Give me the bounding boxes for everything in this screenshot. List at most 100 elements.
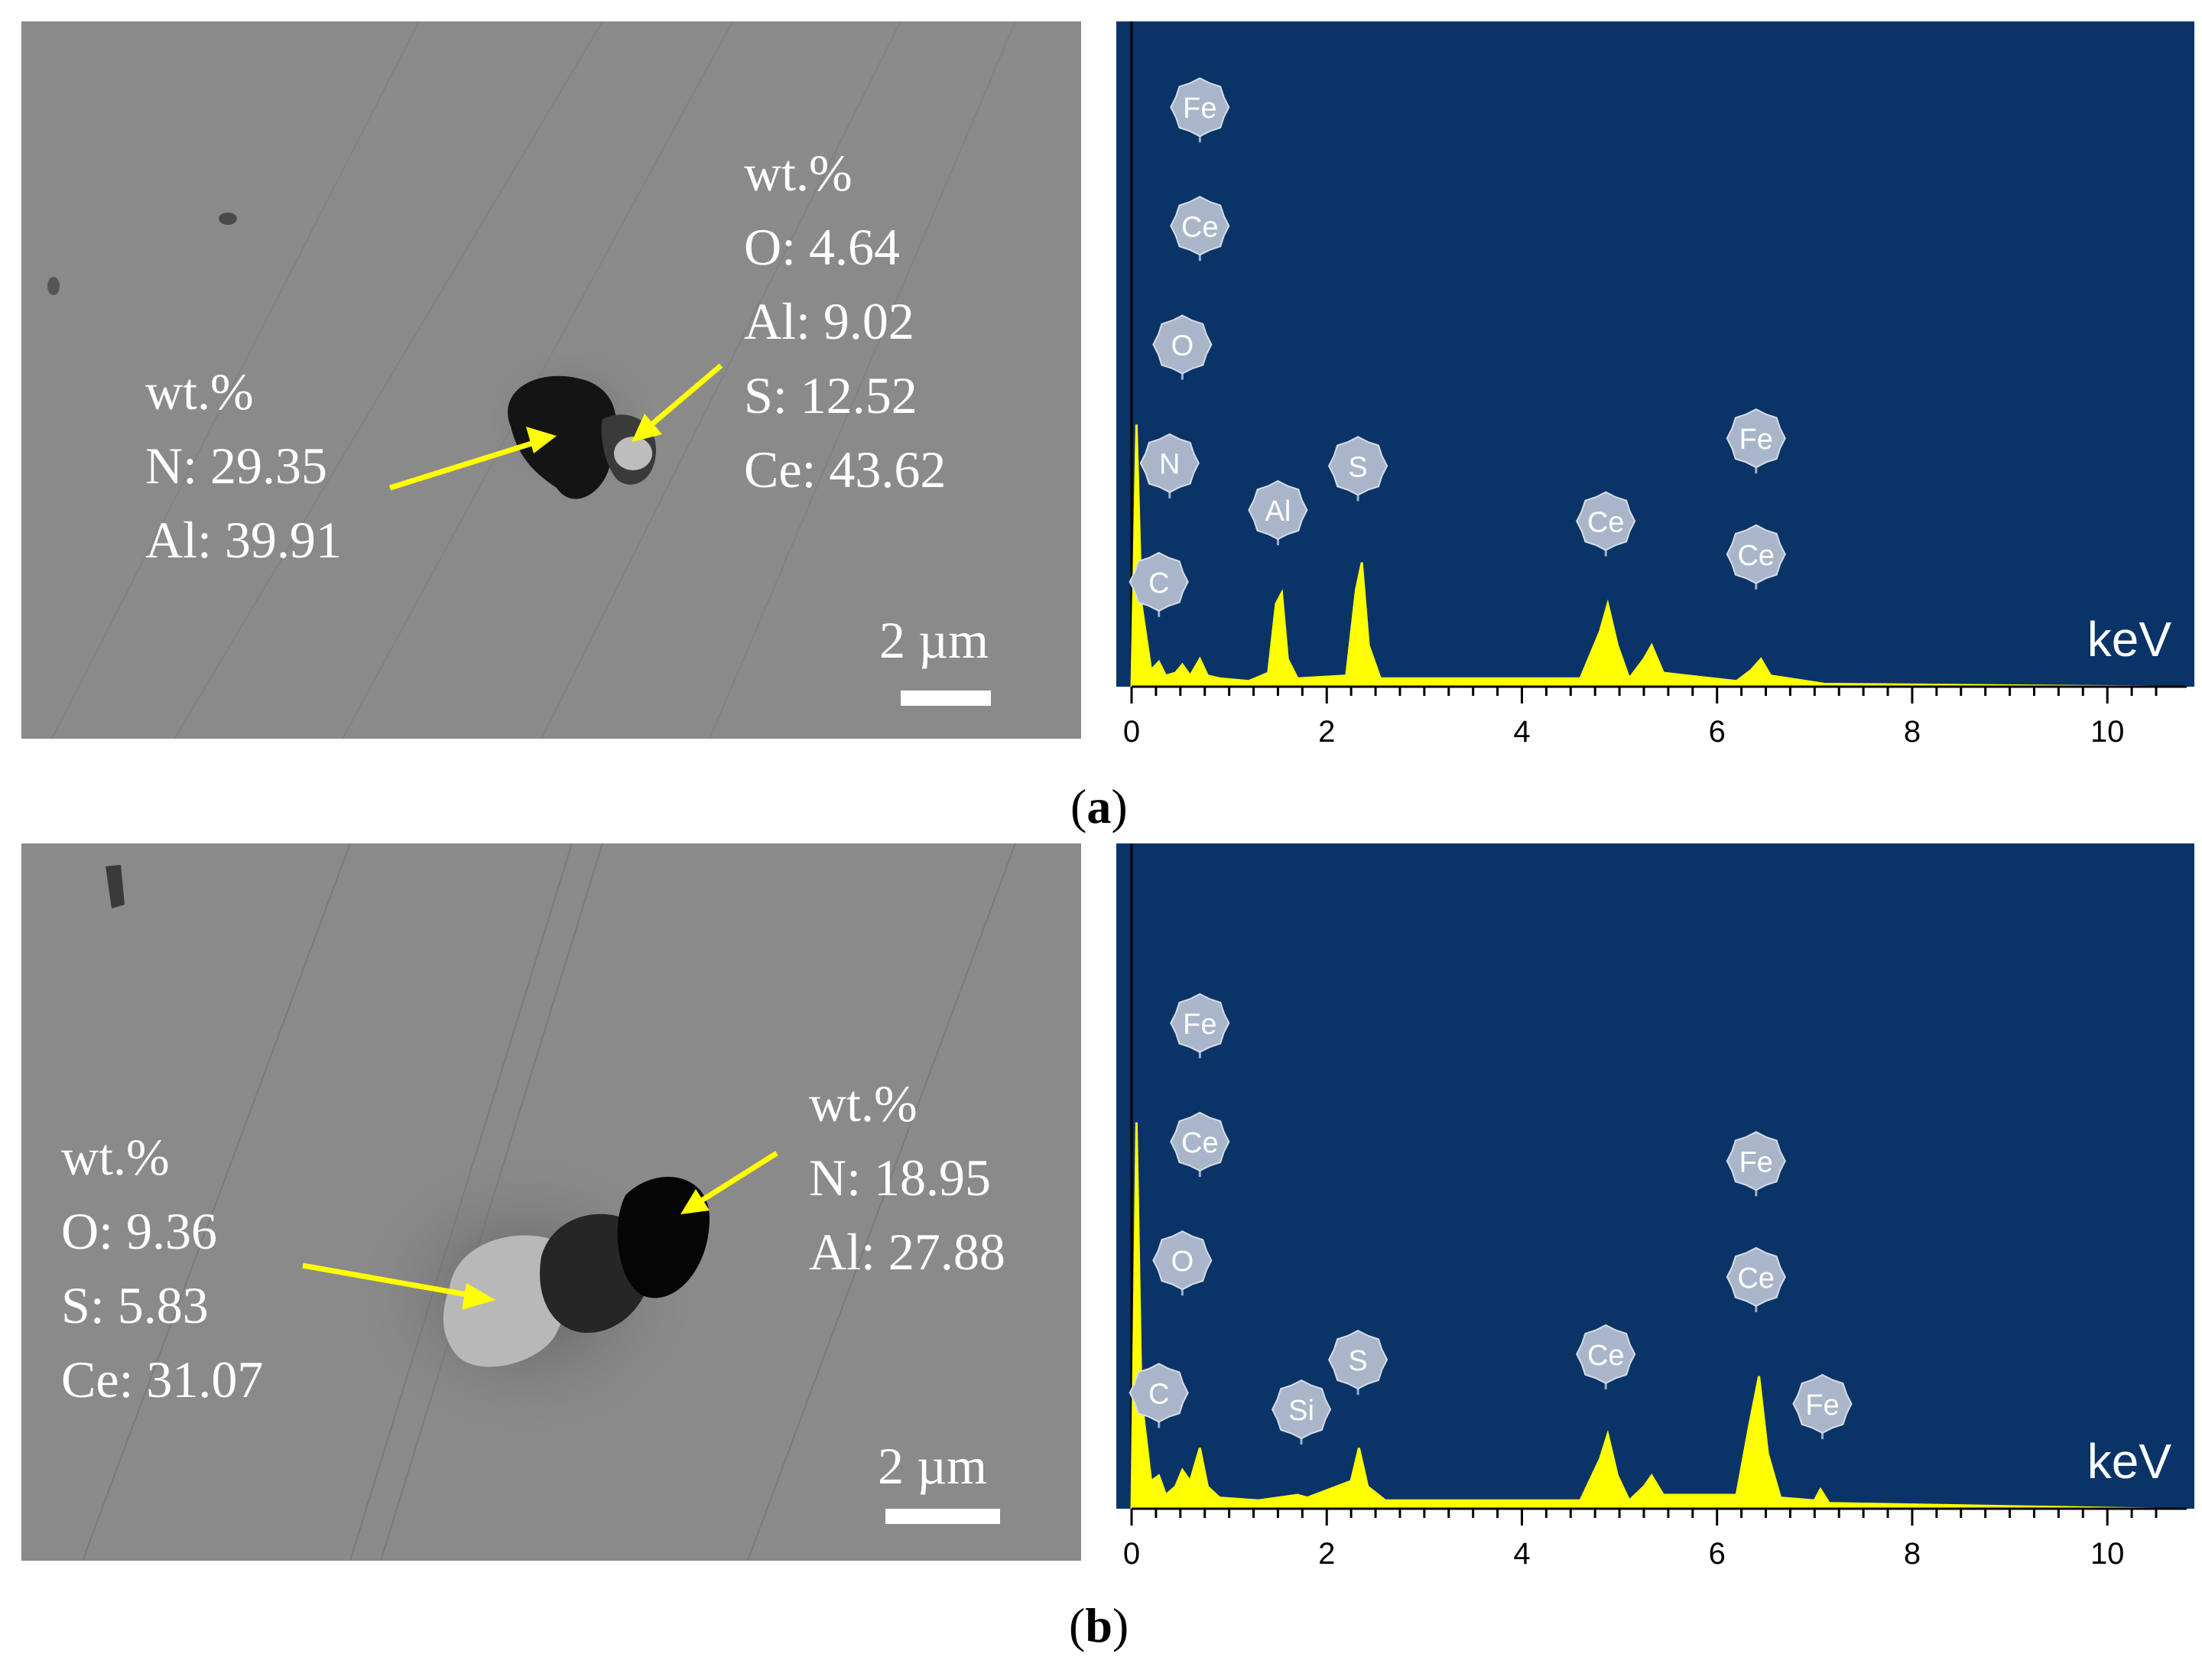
peak-label-text: Fe <box>1183 1009 1216 1041</box>
peak-label-text: Si <box>1288 1395 1314 1427</box>
peak-label-badge <box>1152 1230 1213 1291</box>
peak-label-o: O <box>1152 314 1213 380</box>
caption-letter: a <box>1086 779 1112 834</box>
peak-label-text: Ce <box>1587 506 1625 538</box>
peak-label-text: Fe <box>1805 1389 1839 1422</box>
peak-label-text: C <box>1148 1378 1169 1410</box>
x-tick-label: 8 <box>1904 1537 1921 1571</box>
annotation-line: S: 12.52 <box>744 366 917 424</box>
peak-label-c: C <box>1129 1363 1189 1428</box>
x-axis-label: keV <box>2087 612 2172 667</box>
caption-b: (b) <box>1069 1598 1129 1652</box>
sem-annotation-left-b: wt.% O: 9.36 S: 5.83 Ce: 31.07 <box>61 1120 263 1417</box>
peak-label-s: S <box>1327 436 1388 502</box>
scale-bar <box>901 691 991 706</box>
peak-label-fe: Fe <box>1170 77 1230 143</box>
peak-label-badge <box>1129 1363 1189 1423</box>
x-tick-label: 2 <box>1318 715 1335 749</box>
peak-label-al: Al <box>1248 479 1308 546</box>
sem-annotation-left-a: wt.% N: 29.35 Al: 39.91 <box>145 355 342 577</box>
annotation-line: wt.% <box>145 362 254 421</box>
plot-background <box>1116 21 2194 687</box>
annotation-line: Al: 27.88 <box>809 1223 1005 1281</box>
annotation-line: wt.% <box>809 1074 917 1132</box>
peak-label-badge <box>1327 436 1388 496</box>
peak-label-text: S <box>1348 451 1367 483</box>
peak-label-text: Ce <box>1737 540 1775 572</box>
peak-label-text: Ce <box>1737 1262 1775 1295</box>
x-tick-label: 0 <box>1123 715 1140 749</box>
peak-label-badge <box>1271 1379 1332 1440</box>
peak-label-ce: Ce <box>1170 196 1230 262</box>
annotation-line: wt.% <box>61 1128 170 1186</box>
scale-bar-label: 2 µm <box>879 611 989 669</box>
annotation-line: O: 9.36 <box>61 1202 217 1260</box>
peak-label-badge <box>1170 993 1230 1054</box>
sem-annotation-right-b: wt.% N: 18.95 Al: 27.88 <box>809 1067 1005 1289</box>
scale-bar-label: 2 µm <box>878 1437 988 1495</box>
peak-label-text: Ce <box>1181 211 1219 243</box>
eds-spectrum-svg: 0 2 4 6 8 10 keV Fe Ce O C Si S Ce Fe Ce Fe <box>1116 843 2194 1571</box>
annotation-line: S: 5.83 <box>61 1276 209 1334</box>
peak-label-badge <box>1327 1329 1388 1390</box>
panel-b: wt.% O: 9.36 S: 5.83 Ce: 31.07 wt.% N: 1… <box>0 821 2202 1652</box>
peak-label-text: O <box>1171 330 1194 362</box>
annotation-line: O: 4.64 <box>744 218 900 276</box>
x-tick-label: 4 <box>1513 715 1530 749</box>
sem-image-a: wt.% N: 29.35 Al: 39.91 wt.% O: 4.64 Al:… <box>21 21 1081 739</box>
peak-label-text: Fe <box>1739 424 1773 456</box>
annotation-line: wt.% <box>744 144 853 202</box>
peak-label-badge <box>1726 524 1786 584</box>
annotation-line: Ce: 43.62 <box>744 440 947 499</box>
peak-label-badge <box>1726 1131 1786 1191</box>
peak-label-badge <box>1792 1373 1853 1435</box>
peak-label-badge <box>1170 196 1230 256</box>
scale-bar <box>885 1509 1000 1524</box>
caption-a: (a) <box>1070 779 1128 834</box>
peak-label-badge <box>1139 433 1200 493</box>
spectrum-series <box>1130 424 2157 688</box>
annotation-line: Al: 9.02 <box>744 292 914 350</box>
annotation-line: N: 29.35 <box>145 437 327 495</box>
peak-label-text: Ce <box>1181 1127 1219 1159</box>
peak-label-text: Fe <box>1739 1146 1773 1178</box>
x-tick-label: 4 <box>1513 1537 1530 1571</box>
peak-label-badge <box>1129 551 1189 613</box>
peak-label-text: Ce <box>1587 1340 1625 1372</box>
sem-annotation-right-a: wt.% O: 4.64 Al: 9.02 S: 12.52 Ce: 43.62 <box>744 136 946 507</box>
annotation-line: Ce: 31.07 <box>61 1350 264 1409</box>
annotation-line: Al: 39.91 <box>145 511 342 569</box>
x-axis-label: keV <box>2087 1434 2172 1489</box>
peak-label-badge <box>1576 1324 1636 1385</box>
peak-label-ce: Ce <box>1726 1246 1786 1312</box>
annotation-line: N: 18.95 <box>809 1149 991 1207</box>
x-tick-label: 10 <box>2090 715 2125 749</box>
peak-label-text: N <box>1159 449 1180 481</box>
x-tick-label: 6 <box>1709 1537 1726 1571</box>
x-tick-label: 10 <box>2090 1537 2125 1571</box>
peak-label-fe: Fe <box>1726 1131 1786 1197</box>
peak-label-fe: Fe <box>1170 993 1230 1058</box>
caption-letter: b <box>1085 1598 1112 1652</box>
peak-label-c: C <box>1129 551 1189 617</box>
peak-label-fe: Fe <box>1792 1373 1853 1439</box>
peak-label-text: C <box>1148 567 1169 600</box>
panel-a: wt.% N: 29.35 Al: 39.91 wt.% O: 4.64 Al:… <box>0 0 2202 834</box>
spectrum-series <box>1130 1122 2157 1510</box>
peak-label-badge <box>1726 408 1786 469</box>
peak-label-text: S <box>1348 1345 1367 1377</box>
peak-label-ce: Ce <box>1576 1324 1636 1389</box>
peak-label-badge <box>1576 491 1636 551</box>
x-tick-label: 8 <box>1904 715 1921 749</box>
peak-label-s: S <box>1327 1329 1388 1396</box>
peak-label-ce: Ce <box>1170 1111 1230 1178</box>
x-tick-label: 0 <box>1123 1537 1140 1571</box>
peak-label-n: N <box>1139 433 1200 499</box>
peak-label-fe: Fe <box>1726 408 1786 474</box>
peak-label-badge <box>1152 314 1213 375</box>
peak-label-ce: Ce <box>1726 524 1786 590</box>
peak-label-badge <box>1248 479 1308 541</box>
x-tick-label: 2 <box>1318 1537 1335 1571</box>
peak-label-o: O <box>1152 1230 1213 1296</box>
peak-label-text: O <box>1171 1246 1194 1278</box>
